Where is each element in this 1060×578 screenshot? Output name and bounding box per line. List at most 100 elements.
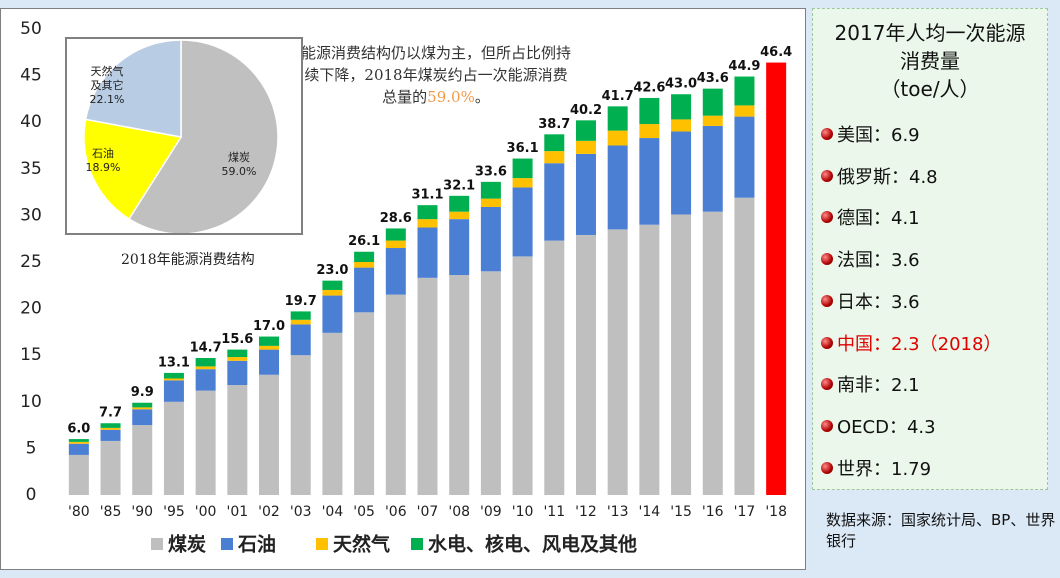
annotation-highlight: 59.0%: [427, 88, 475, 106]
bar-segment: [195, 369, 216, 391]
y-tick-label: 0: [26, 485, 37, 505]
bar-segment: [544, 240, 565, 495]
bar-total: [766, 62, 787, 495]
bar-segment: [575, 140, 596, 154]
bar-segment: [100, 429, 121, 441]
bar-segment: [512, 187, 533, 257]
pie-value: 22.1%: [89, 93, 125, 106]
pie-value: 59.0%: [221, 165, 257, 178]
bar-segment: [734, 197, 755, 495]
bar-segment: [195, 366, 216, 370]
bar-segment: [671, 119, 692, 132]
x-tick-label: '02: [258, 504, 280, 520]
y-tick-label: 25: [20, 252, 42, 272]
bar-segment: [322, 295, 343, 333]
legend-swatch: [316, 538, 328, 550]
bullet: [821, 294, 833, 307]
total-label: 43.6: [697, 71, 729, 86]
bar-segment: [512, 178, 533, 188]
bar-segment: [449, 195, 470, 212]
bar-segment: [132, 407, 153, 410]
bar-segment: [449, 211, 470, 220]
panel-item: 中国：2.3（2018）: [837, 333, 1002, 355]
bar-segment: [227, 349, 248, 358]
total-label: 15.6: [221, 332, 253, 347]
bar-segment: [163, 380, 184, 402]
bar-segment: [227, 385, 248, 495]
bar-segment: [480, 271, 501, 495]
bar-segment: [68, 443, 89, 455]
bar-segment: [512, 158, 533, 179]
x-tick-label: '80: [68, 504, 90, 520]
y-tick-label: 15: [20, 345, 42, 365]
bar-segment: [385, 240, 406, 249]
panel-item: 南非：2.1: [837, 375, 920, 397]
y-tick-label: 40: [20, 112, 42, 132]
bullet: [821, 211, 833, 224]
bar-segment: [290, 319, 311, 325]
bar-segment: [68, 454, 89, 495]
x-tick-label: '95: [163, 504, 185, 520]
x-tick-label: '10: [512, 504, 534, 520]
bar-segment: [607, 130, 628, 146]
bar-segment: [417, 205, 438, 220]
total-label: 33.6: [475, 164, 507, 179]
bar-segment: [385, 294, 406, 495]
total-label: 38.7: [538, 117, 570, 132]
bar-segment: [639, 224, 660, 495]
bar-segment: [290, 311, 311, 320]
total-label: 44.9: [728, 59, 760, 74]
panel-item: 德国：4.1: [837, 208, 920, 230]
bar-segment: [417, 227, 438, 278]
x-tick-label: '12: [575, 504, 597, 520]
bar-segment: [227, 357, 248, 361]
bar-segment: [68, 441, 89, 444]
pie-label: 天然气及其它 22.1%: [87, 65, 127, 107]
bullet: [821, 378, 833, 391]
x-tick-label: '09: [480, 504, 502, 520]
x-tick-label: '07: [417, 504, 439, 520]
bar-segment: [575, 234, 596, 496]
x-tick-label: '06: [385, 504, 407, 520]
y-tick-label: 30: [20, 205, 42, 225]
bar-segment: [607, 106, 628, 131]
bar-segment: [100, 423, 121, 428]
annotation-end: 。: [474, 88, 490, 106]
bar-segment: [417, 219, 438, 228]
x-tick-label: '01: [226, 504, 248, 520]
panel-title-text: 2017年人均一次能源消费量: [834, 21, 1026, 73]
bar-segment: [354, 267, 375, 313]
bar-segment: [322, 280, 343, 290]
bar-segment: [132, 409, 153, 426]
bar-segment: [385, 228, 406, 241]
bar-segment: [734, 105, 755, 117]
total-label: 13.1: [158, 355, 190, 370]
bar-segment: [259, 349, 280, 375]
panel-item: 日本：3.6: [837, 291, 920, 313]
bar-segment: [227, 360, 248, 386]
total-label: 6.0: [67, 422, 90, 437]
bullet: [821, 461, 833, 474]
y-tick-label: 5: [26, 438, 37, 458]
total-label: 19.7: [285, 294, 317, 309]
y-tick-label: 35: [20, 159, 42, 179]
bar-segment: [702, 88, 723, 116]
bar-segment: [68, 439, 89, 442]
panel-item: 世界：1.79: [837, 458, 932, 480]
annotation-text: 能源消费结构仍以煤为主，但所占比例持续下降，2018年煤炭约占一次能源消费总量的: [300, 44, 571, 106]
legend-label: 天然气: [333, 533, 390, 556]
bullet: [821, 128, 833, 140]
total-label: 43.0: [665, 77, 697, 92]
bar-segment: [734, 116, 755, 198]
total-label: 42.6: [633, 80, 665, 95]
x-tick-label: '14: [639, 504, 661, 520]
pie-category: 石油: [92, 147, 114, 160]
y-tick-label: 50: [20, 19, 42, 39]
bar-segment: [639, 138, 660, 225]
bar-segment: [702, 125, 723, 212]
pie-label: 石油 18.9%: [81, 147, 125, 175]
bar-segment: [163, 401, 184, 495]
pie-slice: [83, 118, 183, 220]
y-tick-label: 45: [20, 66, 42, 86]
total-label: 26.1: [348, 234, 380, 249]
